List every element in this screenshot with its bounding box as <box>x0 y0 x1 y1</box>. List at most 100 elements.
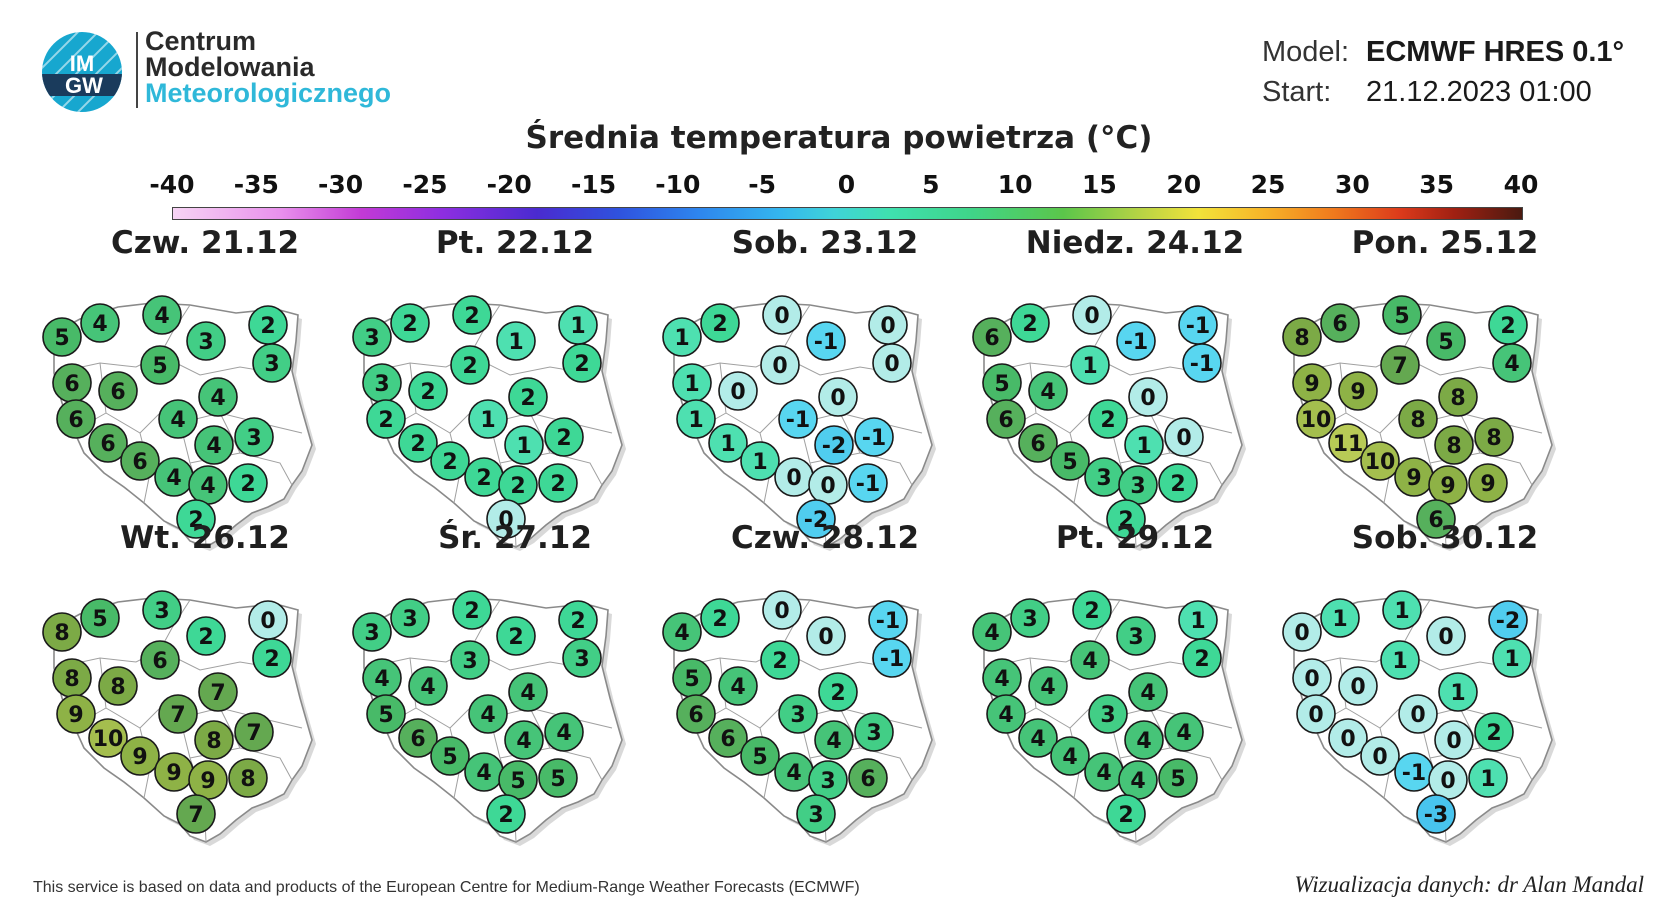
page-title: Średnia temperatura powietrza (°C) <box>525 120 1153 156</box>
temperature-marker: 4 <box>1118 760 1158 800</box>
temperature-value: 0 <box>1410 703 1425 728</box>
temperature-value: 2 <box>464 599 479 624</box>
temperature-circle <box>662 612 702 652</box>
temperature-marker: 1 <box>676 399 716 439</box>
temperature-value: 10 <box>1301 408 1332 433</box>
temperature-value: 2 <box>1486 721 1501 746</box>
temperature-marker: 2 <box>1474 712 1514 752</box>
temperature-circle <box>762 295 802 335</box>
temperature-value: 3 <box>866 721 881 746</box>
temperature-value: 5 <box>1062 450 1077 475</box>
temperature-value: 1 <box>688 408 703 433</box>
temperature-marker: -1 <box>806 321 846 361</box>
temperature-circle <box>390 303 430 343</box>
temperature-circle <box>1116 321 1156 361</box>
temperature-value: 2 <box>420 380 435 405</box>
temperature-circle <box>234 417 274 457</box>
temperature-circle <box>198 377 238 417</box>
temperature-circle <box>1434 720 1474 760</box>
temperature-marker: 4 <box>362 658 402 698</box>
temperature-value: 3 <box>364 326 379 351</box>
temperature-circle <box>120 441 160 481</box>
temperature-circle <box>1474 712 1514 752</box>
temperature-marker: 4 <box>158 399 198 439</box>
temperature-value: 10 <box>93 727 124 752</box>
temperature-value: 7 <box>1392 354 1407 379</box>
temperature-circle <box>1010 598 1050 638</box>
temperature-marker: 2 <box>508 377 548 417</box>
temperature-value: 1 <box>1082 354 1097 379</box>
temperature-value: 0 <box>1438 625 1453 650</box>
temperature-circle <box>142 590 182 630</box>
temperature-circle <box>408 666 448 706</box>
temperature-marker: 3 <box>352 612 392 652</box>
temperature-value: 4 <box>420 675 435 700</box>
temperature-value: 1 <box>1450 681 1465 706</box>
temperature-value: 8 <box>1410 408 1425 433</box>
temperature-marker: 2 <box>228 463 268 503</box>
temperature-value: 9 <box>68 703 83 728</box>
temperature-value: 2 <box>410 432 425 457</box>
temperature-value: -1 <box>856 472 880 497</box>
temperature-marker: 7 <box>176 794 216 834</box>
temperature-marker: 1 <box>1124 425 1164 465</box>
temperature-marker: 6 <box>1320 303 1360 343</box>
temperature-circle <box>778 694 818 734</box>
temperature-marker: 4 <box>194 425 234 465</box>
temperature-circle <box>194 425 234 465</box>
region-border <box>529 707 603 781</box>
temperature-circle <box>468 694 508 734</box>
temperature-marker: 1 <box>1492 638 1532 678</box>
temperature-marker: 0 <box>760 345 800 385</box>
scale-tick-label: 5 <box>922 170 940 199</box>
temperature-value: 2 <box>264 647 279 672</box>
temperature-marker: 2 <box>398 423 438 463</box>
temperature-value: 1 <box>570 314 585 339</box>
temperature-marker: 0 <box>1292 658 1332 698</box>
temperature-value: 2 <box>464 304 479 329</box>
temperature-marker: 4 <box>1164 712 1204 752</box>
temperature-marker: 4 <box>508 672 548 712</box>
day-title: Wt. 26.12 <box>120 520 290 556</box>
temperature-value: 6 <box>860 767 875 792</box>
temperature-value: 2 <box>402 312 417 337</box>
day-title: Sob. 23.12 <box>731 225 919 261</box>
temperature-marker: -1 <box>1178 305 1218 345</box>
temperature-circle <box>228 463 268 503</box>
temperature-circle <box>1360 441 1400 481</box>
temperature-circle <box>504 720 544 760</box>
temperature-circle <box>1360 736 1400 776</box>
scale-tick-label: 40 <box>1503 170 1539 199</box>
temperature-value: 4 <box>374 667 389 692</box>
temperature-marker: 0 <box>248 600 288 640</box>
ecmwf-attribution: This service is based on data and produc… <box>33 879 860 896</box>
temperature-circle <box>1124 425 1164 465</box>
temperature-value: 7 <box>170 703 185 728</box>
temperature-value: -2 <box>822 434 846 459</box>
day-panel: Niedz. 24.12 6 2 0 -1 -1 -1 5 4 1 0 2 6 6 1 0 5 3 3 2 2 <box>970 225 1300 551</box>
temperature-circle <box>1088 694 1128 734</box>
temperature-value: 3 <box>1100 703 1115 728</box>
temperature-marker: 2 <box>450 345 490 385</box>
temperature-marker: 0 <box>1296 694 1336 734</box>
temperature-value: 7 <box>188 803 203 828</box>
temperature-marker: 5 <box>498 760 538 800</box>
temperature-circle <box>872 343 912 383</box>
temperature-marker: 8 <box>1474 417 1514 457</box>
temperature-marker: 9 <box>1292 363 1332 403</box>
model-value: ECMWF HRES 0.1° <box>1366 36 1625 68</box>
temperature-marker: 2 <box>452 590 492 630</box>
temperature-circle <box>1106 499 1146 539</box>
temperature-marker: 4 <box>464 752 504 792</box>
temperature-value: 5 <box>550 767 565 792</box>
temperature-circle <box>1434 425 1474 465</box>
temperature-value: -1 <box>814 330 838 355</box>
temperature-circle <box>468 399 508 439</box>
temperature-circle <box>80 303 120 343</box>
imgw-logo: IM GW Centrum Modelowania Meteorologiczn… <box>40 26 460 116</box>
temperature-value: 0 <box>818 625 833 650</box>
temperature-marker: 0 <box>762 295 802 335</box>
temperature-marker: 5 <box>672 658 712 698</box>
